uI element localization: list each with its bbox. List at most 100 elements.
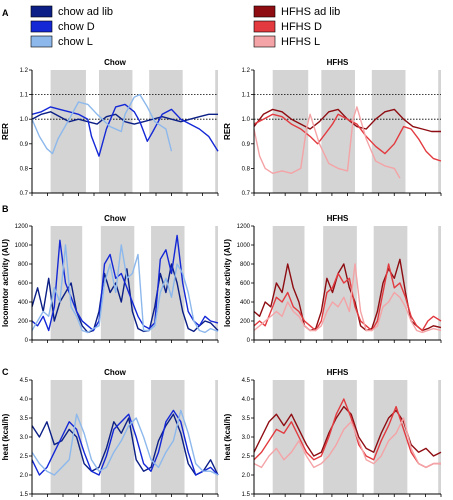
legend-swatch: [253, 35, 276, 48]
legend-label: chow L: [58, 36, 93, 48]
legend-label: HFHS ad lib: [281, 6, 340, 18]
panel-letter-a: A: [2, 8, 9, 18]
legend-swatch: [253, 5, 276, 18]
panel-title: HFHS: [327, 58, 349, 67]
y-tick-label: 3.0: [20, 435, 29, 441]
y-tick-label: 0.8: [20, 166, 29, 172]
y-tick-label: 600: [18, 281, 29, 287]
legend-swatch: [253, 20, 276, 33]
panel-letter-b: B: [2, 204, 9, 214]
series-line-chow-d: [31, 409, 219, 476]
y-tick-label: 1.1: [20, 93, 29, 99]
y-tick-label: 1200: [15, 224, 29, 230]
y-tick-label: 2.5: [242, 454, 251, 460]
panel-title: Chow: [104, 368, 127, 377]
series-line-chow-ad-lib: [31, 111, 218, 125]
y-tick-label: 4.0: [242, 397, 251, 403]
chart-panel-b-chow: 0 200 400 600 800 1000 1200 Chow locomotor activ…: [1, 214, 219, 344]
y-tick-label: 1.5: [242, 492, 251, 498]
y-tick-label: 0: [25, 338, 29, 344]
y-tick-label: 4.0: [20, 397, 29, 403]
series-line-chow-ad-lib: [31, 263, 219, 334]
y-tick-label: 400: [18, 300, 29, 306]
y-tick-label: 1000: [15, 243, 29, 249]
y-tick-label: 0: [247, 338, 251, 344]
dark-phase-band: [371, 70, 406, 193]
panel-title: Chow: [104, 58, 127, 67]
series-line-chow-ad-lib: [31, 413, 219, 476]
dark-phase-band: [373, 380, 408, 494]
legend-label: chow D: [58, 21, 95, 33]
series-line-hfhs-l: [253, 417, 441, 469]
series-line-chow-d: [31, 234, 219, 332]
y-axis-label: RER: [1, 123, 10, 140]
series-line-hfhs-d: [253, 263, 442, 332]
panel-title: HFHS: [327, 214, 349, 223]
dark-phase-band: [438, 380, 441, 494]
series-line-hfhs-d: [253, 398, 441, 469]
y-axis-label: RER: [223, 123, 232, 140]
y-axis-label: heat (kcal/h): [223, 413, 232, 460]
series-line-hfhs-d: [253, 113, 442, 162]
series-line-chow-l: [31, 93, 173, 155]
legend-swatch: [30, 5, 53, 18]
y-tick-label: 1.2: [242, 68, 251, 74]
y-tick-label: 2.0: [20, 473, 29, 479]
legend-label: HFHS L: [281, 36, 320, 48]
legend-swatch: [30, 35, 53, 48]
y-tick-label: 4.5: [20, 378, 29, 384]
y-tick-label: 0.9: [242, 142, 251, 148]
series-line-chow-l: [31, 244, 219, 334]
chart-panel-a-hfhs: 0.7 0.8 0.9 1.0 1.1 1.2 HFHS RER: [223, 58, 442, 197]
y-tick-label: 800: [240, 262, 251, 268]
y-tick-label: 2.5: [20, 454, 29, 460]
y-tick-label: 800: [18, 262, 29, 268]
dark-phase-band: [100, 380, 135, 494]
dark-phase-band: [215, 70, 218, 193]
panel-letter-c: C: [2, 367, 9, 377]
dark-phase-band: [50, 70, 86, 193]
y-tick-label: 1200: [237, 224, 251, 230]
dark-phase-band: [215, 380, 218, 494]
y-tick-label: 0.7: [242, 191, 251, 197]
series-line-hfhs-l: [253, 263, 442, 334]
legend-swatch: [30, 20, 53, 33]
chart-panel-a-chow: 0.7 0.8 0.9 1.0 1.1 1.2 Chow RER: [1, 58, 219, 197]
series-line-chow-l: [31, 409, 219, 476]
dark-phase-band: [272, 226, 305, 340]
y-tick-label: 0.9: [20, 142, 29, 148]
legend-left: chow ad lib chow D chow L: [30, 5, 113, 48]
y-axis-label: heat (kcal/h): [1, 413, 10, 460]
y-axis-label: locomotor activity (AU): [223, 239, 232, 327]
chart-panel-b-hfhs: 0 200 400 600 800 1000 1200 HFHS locomotor activ…: [223, 214, 442, 344]
y-tick-label: 0.8: [242, 166, 251, 172]
y-tick-label: 1.2: [20, 68, 29, 74]
dark-phase-band: [98, 70, 133, 193]
dark-phase-band: [151, 380, 185, 494]
y-tick-label: 1.0: [20, 117, 29, 123]
y-tick-label: 2.0: [242, 473, 251, 479]
y-tick-label: 600: [240, 281, 251, 287]
y-tick-label: 3.5: [20, 416, 29, 422]
y-tick-label: 400: [240, 300, 251, 306]
series-line-chow-d: [31, 103, 219, 157]
chart-panel-c-hfhs: 1.5 2.0 2.5 3.0 3.5 4.0 4.5 HFHS heat (kcal/h): [223, 368, 442, 498]
y-tick-label: 1000: [237, 243, 251, 249]
y-tick-label: 200: [18, 319, 29, 325]
legend-label: chow ad lib: [58, 6, 113, 18]
dark-phase-band: [215, 226, 218, 340]
y-axis-label: locomotor activity (AU): [1, 239, 10, 327]
charts-layer: 0.7 0.8 0.9 1.0 1.1 1.2 Chow RER 0.7 0.8 0.9 1.0 1.1…: [1, 58, 442, 498]
y-tick-label: 1.0: [242, 117, 251, 123]
dark-phase-band: [438, 226, 441, 340]
y-tick-label: 1.1: [242, 93, 251, 99]
y-tick-label: 200: [240, 319, 251, 325]
y-tick-label: 4.5: [242, 378, 251, 384]
panel-title: HFHS: [327, 368, 349, 377]
dark-phase-band: [50, 380, 83, 494]
panel-title: Chow: [104, 214, 127, 223]
legend-right: HFHS ad lib HFHS D HFHS L: [253, 5, 340, 48]
y-tick-label: 1.5: [20, 492, 29, 498]
y-tick-label: 3.0: [242, 435, 251, 441]
series-line-hfhs-l: [253, 106, 401, 179]
